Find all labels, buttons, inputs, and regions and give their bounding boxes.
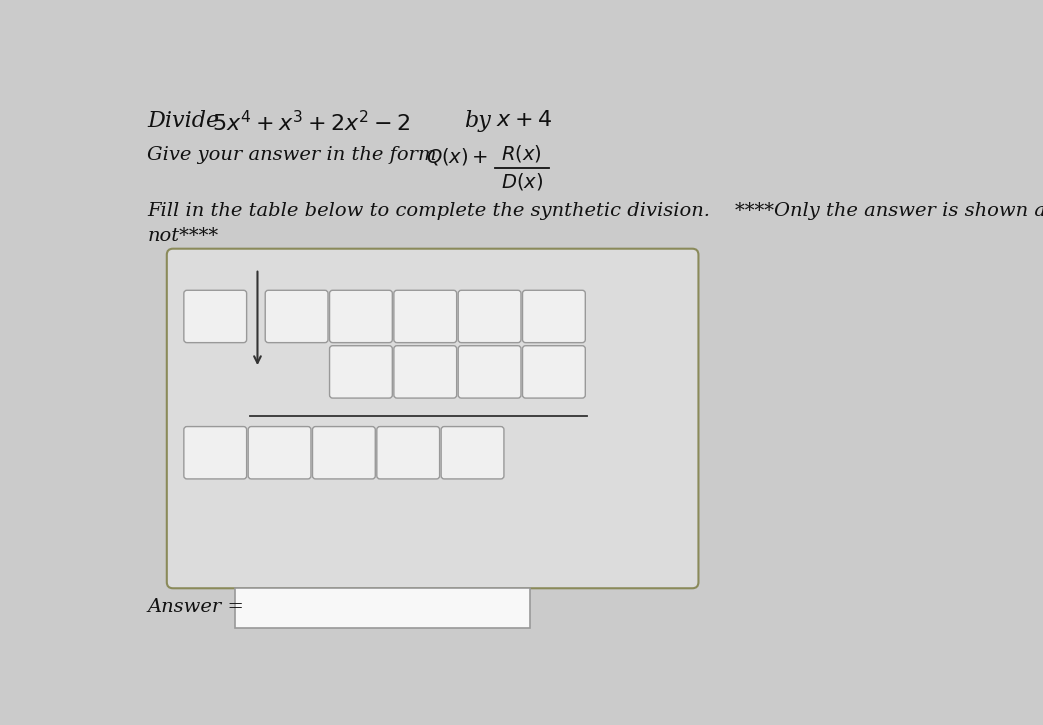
Text: Fill in the table below to complete the synthetic division.    ****Only the answ: Fill in the table below to complete the …: [147, 202, 1043, 220]
Text: $x+4$: $x+4$: [496, 110, 552, 130]
FancyBboxPatch shape: [523, 290, 585, 343]
FancyBboxPatch shape: [167, 249, 699, 588]
Text: $R(x)$: $R(x)$: [502, 144, 542, 165]
Text: by: by: [464, 110, 490, 132]
Text: Answer =: Answer =: [147, 597, 244, 616]
FancyBboxPatch shape: [394, 290, 457, 343]
FancyBboxPatch shape: [377, 426, 439, 479]
Text: $5x^4+x^3+2x^2-2$: $5x^4+x^3+2x^2-2$: [212, 110, 410, 136]
FancyBboxPatch shape: [330, 346, 392, 398]
FancyBboxPatch shape: [184, 426, 246, 479]
FancyBboxPatch shape: [330, 290, 392, 343]
FancyBboxPatch shape: [394, 346, 457, 398]
FancyBboxPatch shape: [458, 346, 520, 398]
Text: Give your answer in the form: Give your answer in the form: [147, 146, 437, 165]
Text: Divide: Divide: [147, 110, 219, 132]
FancyBboxPatch shape: [248, 426, 311, 479]
Bar: [235, 588, 530, 629]
FancyBboxPatch shape: [523, 346, 585, 398]
FancyBboxPatch shape: [265, 290, 328, 343]
FancyBboxPatch shape: [441, 426, 504, 479]
FancyBboxPatch shape: [458, 290, 520, 343]
FancyBboxPatch shape: [184, 290, 246, 343]
Text: not****: not****: [147, 227, 219, 245]
Text: $Q(x) +$: $Q(x) +$: [427, 146, 489, 167]
Text: $D(x)$: $D(x)$: [501, 171, 542, 192]
FancyBboxPatch shape: [313, 426, 375, 479]
